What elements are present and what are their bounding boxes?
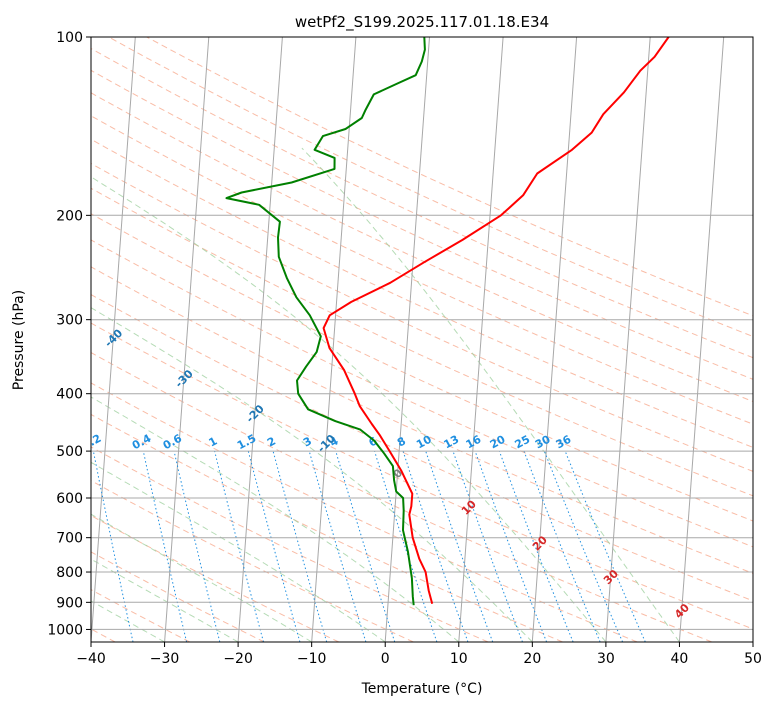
mixing-ratio-line: [308, 450, 367, 642]
mixing-ratio-label: 36: [554, 433, 574, 452]
x-tick-label: 30: [597, 651, 615, 667]
x-axis-label: Temperature (°C): [361, 681, 483, 697]
mixing-ratio-line: [142, 450, 188, 642]
dry-adiabat: [91, 294, 753, 602]
isotherm-line: [91, 37, 136, 642]
chart-title: wetPf2_S199.2025.117.01.18.E34: [295, 13, 549, 32]
y-tick-label: 500: [56, 444, 83, 460]
mixing-ratio-line: [335, 450, 396, 642]
dry-adiabat: [91, 239, 753, 548]
x-tick-label: −30: [150, 651, 180, 667]
dry-adiabat: [91, 47, 753, 359]
x-tick-label: 20: [523, 651, 541, 667]
dry-adiabat: [91, 266, 753, 574]
isotherm-line: [458, 37, 504, 642]
mixing-ratio-line: [564, 450, 646, 642]
isotherm-line: [678, 37, 725, 642]
dry-adiabat: [91, 92, 753, 403]
y-tick-label: 900: [56, 595, 83, 611]
plot-frame: [90, 36, 754, 643]
dry-adiabat: [108, 37, 753, 338]
dry-adiabat: [146, 37, 753, 317]
x-tick-label: 10: [450, 651, 468, 667]
mixing-ratio-line: [92, 451, 134, 642]
isotherm-line: [605, 37, 651, 642]
dewpoint-profile: [225, 37, 426, 606]
x-tick-label: −20: [223, 651, 253, 667]
y-tick-label: 800: [56, 565, 83, 581]
dry-adiabat: [91, 322, 753, 630]
mixing-ratio-line: [402, 450, 469, 642]
x-axis: −40 −30 −20 −10 0 10 20 30 40 50: [76, 642, 762, 667]
isotherm-line: [164, 37, 210, 642]
mixing-ratio-label: 13: [442, 433, 462, 452]
moist-adiabat: [301, 147, 680, 642]
dry-adiabat: [91, 115, 753, 425]
mixing-ratio-label: 20: [488, 433, 508, 452]
mixing-ratio-label: 16: [464, 433, 484, 452]
isotherm-line: [237, 37, 283, 642]
plot-background: [91, 37, 753, 642]
x-tick-label: −40: [76, 651, 106, 667]
y-tick-label: 700: [56, 531, 83, 547]
x-tick-label: 40: [671, 651, 689, 667]
y-axis-label: Pressure (hPa): [11, 290, 27, 390]
dry-adiabat: [91, 413, 563, 642]
mixing-ratio-line: [452, 450, 523, 642]
dry-adiabat: [91, 69, 753, 380]
y-axis: 100 200 300 400 500 600 700 800 900 1000: [47, 30, 91, 638]
y-tick-label: 200: [56, 208, 83, 224]
reference-lines: [91, 37, 753, 642]
mixing-ratio-line: [374, 450, 438, 642]
isotherm-line: [531, 37, 578, 642]
y-tick-label: 100: [56, 30, 83, 46]
dry-adiabat: [91, 352, 712, 642]
mixing-ratio-line: [425, 450, 494, 642]
mixing-ratio-label: 25: [513, 433, 533, 452]
isotherm-line: [311, 37, 357, 642]
x-tick-label: 0: [381, 651, 390, 667]
mixing-ratio-line: [214, 450, 264, 642]
y-tick-label: 600: [56, 491, 83, 507]
mixing-ratio-line: [543, 450, 624, 642]
y-tick-label: 1000: [47, 622, 83, 638]
mixing-ratio-label: 30: [533, 433, 553, 452]
mixing-ratio-line: [272, 450, 328, 642]
x-tick-label: 50: [744, 651, 762, 667]
mixing-ratio-label: 10: [414, 433, 434, 452]
y-tick-label: 400: [56, 387, 83, 403]
x-tick-label: −10: [297, 651, 327, 667]
isotherm-line: [384, 37, 430, 642]
y-tick-label: 300: [56, 313, 83, 329]
temperature-profile: [322, 37, 670, 605]
profiles: [225, 37, 670, 606]
dry-adiabat: [91, 480, 414, 642]
mixing-ratio-line: [173, 450, 221, 642]
mixing-ratio-line: [247, 450, 301, 642]
